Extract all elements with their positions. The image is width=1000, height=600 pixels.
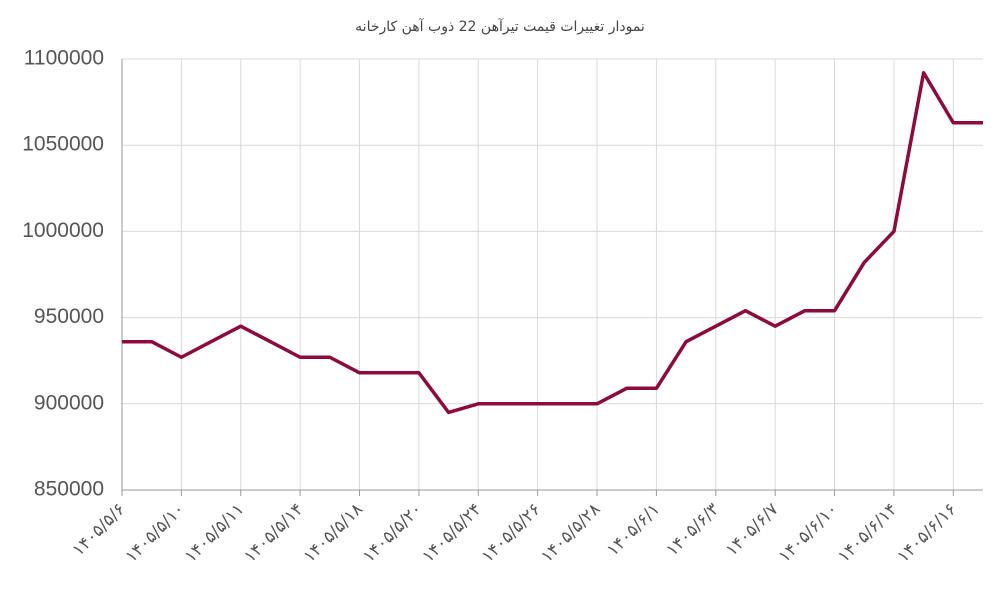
x-tick-label: ۱۴۰۵/۵/۶ (69, 499, 130, 560)
x-tick-label: ۱۴۰۵/۶/۱۰ (775, 499, 842, 566)
x-tick-label: ۱۴۰۵/۵/۲۴ (418, 499, 485, 566)
x-tick-label: ۱۴۰۵/۵/۱۴ (240, 499, 307, 566)
x-tick-label: ۱۴۰۵/۵/۲۰ (359, 499, 426, 566)
x-tick-label: ۱۴۰۵/۶/۱۶ (893, 499, 960, 566)
line-series (122, 71, 983, 415)
y-tick-label: 1000000 (22, 219, 104, 242)
y-tick-label: 1050000 (22, 133, 104, 156)
x-tick-label: ۱۴۰۵/۵/۱۱ (181, 499, 248, 566)
x-tick-label: ۱۴۰۵/۶/۱ (603, 499, 664, 560)
chart-title: نمودار تغییرات قیمت تیرآهن 22 ذوب آهن کا… (355, 18, 645, 35)
x-tick-label: ۱۴۰۵/۶/۱۴ (834, 499, 901, 566)
x-tick-label: ۱۴۰۵/۶/۷ (722, 499, 783, 560)
x-tick-label: ۱۴۰۵/۵/۱۸ (300, 499, 367, 566)
y-tick-label: 900000 (34, 391, 104, 414)
x-tick-label: ۱۴۰۵/۵/۲۶ (478, 499, 545, 566)
x-tick-label: ۱۴۰۵/۶/۳ (662, 499, 723, 560)
x-tick-label: ۱۴۰۵/۵/۲۸ (537, 499, 604, 566)
y-tick-label: 850000 (34, 478, 104, 501)
y-tick-label: 1100000 (24, 47, 104, 70)
x-tick-label: ۱۴۰۵/۵/۱۰ (121, 499, 188, 566)
y-tick-label: 950000 (34, 305, 104, 328)
